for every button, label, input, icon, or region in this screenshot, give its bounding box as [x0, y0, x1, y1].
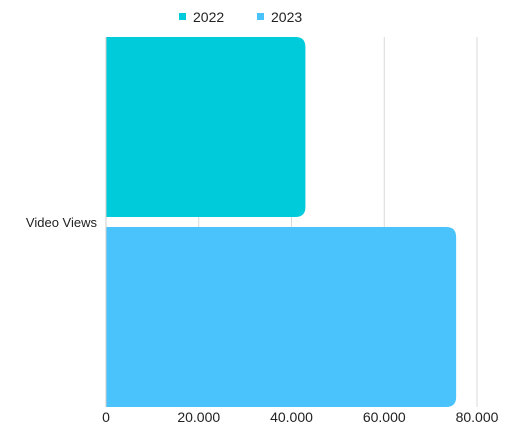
bar-2023: [106, 227, 457, 407]
legend-label-2022: 2022: [193, 9, 224, 25]
x-tick-label: 60.000: [363, 409, 406, 425]
x-axis-ticks: 0 20.000 40.000 60.000 80.000: [102, 409, 499, 425]
category-label: Video Views: [26, 215, 98, 230]
legend: 2022 2023: [179, 9, 302, 25]
category-labels: Video Views: [26, 215, 98, 230]
x-tick-label: 40.000: [270, 409, 313, 425]
legend-swatch-2022: [179, 13, 186, 20]
legend-swatch-2023: [257, 13, 264, 20]
x-tick-label: 80.000: [456, 409, 499, 425]
legend-label-2023: 2023: [271, 9, 302, 25]
x-tick-label: 20.000: [177, 409, 220, 425]
bar-2022: [106, 37, 306, 217]
x-tick-label: 0: [102, 409, 110, 425]
bars: [106, 37, 457, 407]
